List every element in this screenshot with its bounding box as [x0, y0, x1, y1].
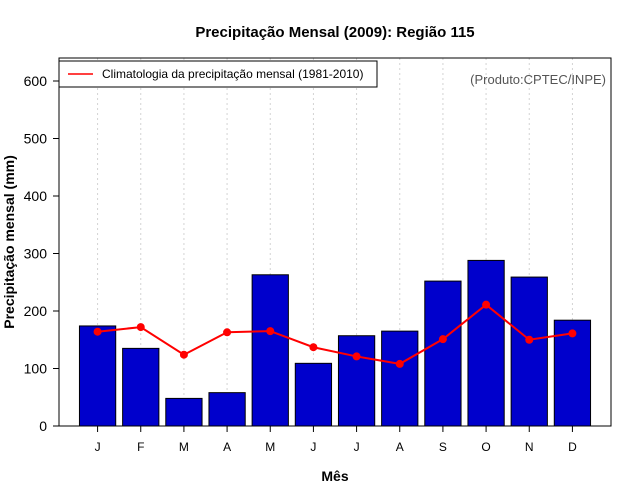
- y-tick-label: 400: [24, 188, 48, 204]
- climatology-point: [309, 343, 318, 352]
- climatology-point: [352, 352, 361, 361]
- climatology-point: [266, 327, 275, 336]
- bar: [251, 274, 289, 427]
- x-tick-label: O: [481, 440, 490, 454]
- x-tick-label: S: [439, 440, 447, 454]
- legend-label: Climatologia da precipitação mensal (198…: [102, 67, 363, 81]
- x-tick-label: M: [179, 440, 189, 454]
- x-tick-label: D: [568, 440, 577, 454]
- bar: [208, 392, 246, 427]
- y-tick-label: 500: [24, 131, 48, 147]
- climatology-point: [568, 329, 577, 338]
- y-tick-label: 100: [24, 361, 48, 377]
- bar: [78, 325, 117, 427]
- legend: Climatologia da precipitação mensal (198…: [58, 60, 378, 88]
- bar: [122, 347, 160, 427]
- x-tick-label: J: [95, 440, 101, 454]
- y-axis-label: Precipitação mensal (mm): [1, 155, 17, 329]
- x-tick-label: A: [396, 440, 404, 454]
- x-tick-label: M: [265, 440, 275, 454]
- climatology-point: [136, 323, 145, 332]
- x-tick-label: A: [223, 440, 231, 454]
- chart-title: Precipitação Mensal (2009): Região 115: [195, 24, 474, 41]
- x-tick-label: J: [354, 440, 360, 454]
- bars: [78, 259, 592, 427]
- y-tick-label: 600: [24, 73, 48, 89]
- x-tick-label: F: [137, 440, 144, 454]
- climatology-point: [482, 300, 491, 309]
- climatology-point: [223, 328, 232, 337]
- bar: [337, 335, 376, 427]
- x-tick-label: N: [525, 440, 534, 454]
- bar: [553, 319, 592, 427]
- bar: [510, 276, 548, 427]
- bar: [424, 280, 462, 427]
- y-tick-label: 300: [24, 246, 48, 262]
- credit-annotation: (Produto:CPTEC/INPE): [470, 72, 606, 87]
- plot-frame: [58, 57, 612, 427]
- y-axis: 0 100 200 300 400 500 600: [24, 73, 59, 434]
- climatology-line: [93, 300, 577, 368]
- x-tick-label: J: [310, 440, 316, 454]
- bar: [294, 362, 333, 427]
- bar: [381, 330, 419, 427]
- x-axis-label: Mês: [321, 468, 348, 484]
- climatology-point: [179, 350, 188, 359]
- bar: [165, 397, 203, 427]
- y-tick-label: 200: [24, 303, 48, 319]
- climatology-polyline: [97, 303, 573, 365]
- bar: [467, 259, 505, 427]
- climatology-point: [525, 335, 534, 344]
- climatology-point: [395, 359, 404, 368]
- climatology-point: [93, 327, 102, 336]
- legend-box: [58, 60, 378, 88]
- climatology-point: [438, 335, 447, 344]
- y-tick-label: 0: [39, 418, 47, 434]
